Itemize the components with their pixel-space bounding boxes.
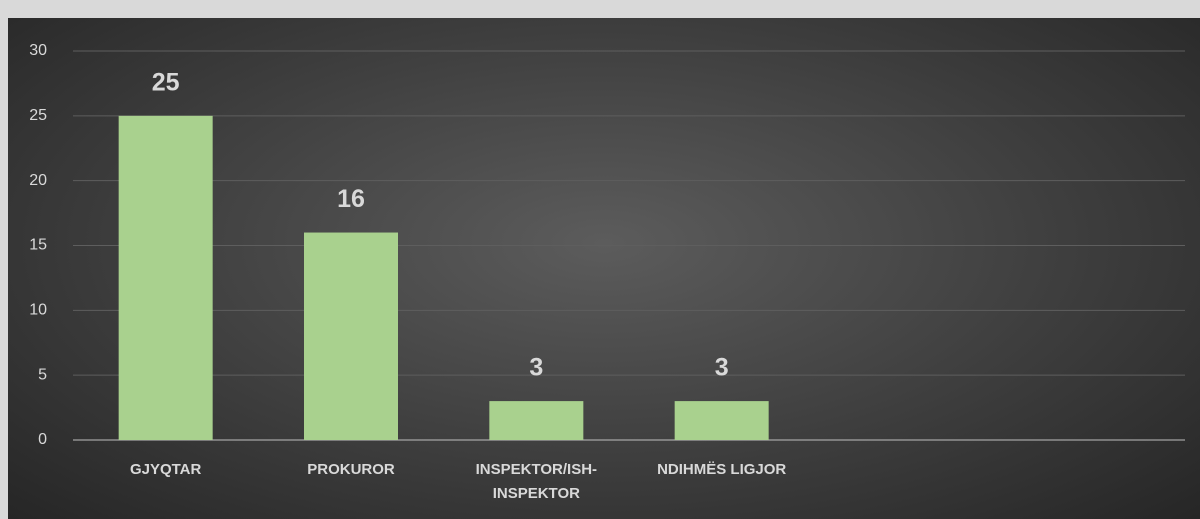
x-tick-label: NDIHMËS LIGJOR [657, 461, 787, 478]
y-tick-label: 20 [29, 172, 47, 189]
y-tick-label: 30 [29, 42, 47, 59]
bar [674, 401, 769, 440]
data-label: 3 [529, 354, 543, 382]
bar [304, 232, 398, 440]
x-tick-label: INSPEKTOR/ISH-INSPEKTOR [475, 461, 598, 502]
y-tick-label: 10 [29, 302, 47, 319]
data-label: 3 [715, 354, 729, 382]
y-tick-label: 0 [38, 431, 47, 448]
y-tick-label: 5 [38, 366, 47, 383]
x-tick-label: PROKUROR [307, 461, 395, 478]
data-label: 25 [152, 68, 180, 96]
bar [118, 115, 213, 440]
x-tick-label: GJYQTAR [129, 461, 202, 478]
data-label: 16 [337, 185, 365, 213]
bar [489, 401, 584, 440]
y-tick-label: 15 [29, 237, 47, 254]
y-tick-label: 25 [29, 107, 47, 124]
